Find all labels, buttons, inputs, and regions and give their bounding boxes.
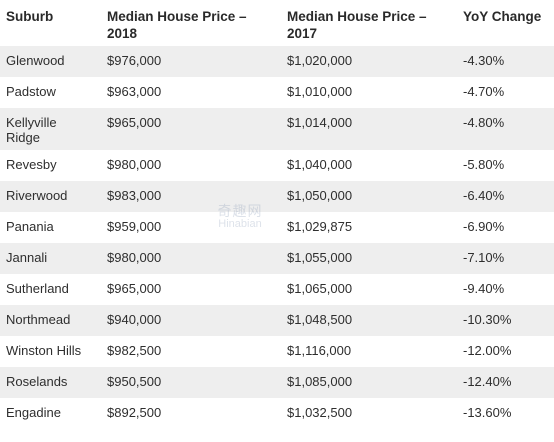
cell-yoy-change: -12.40% [463,374,512,389]
header-yoy-change: YoY Change [463,9,542,24]
cell-price-2018: $982,500 [107,343,162,358]
cell-yoy-change: -4.30% [463,53,505,68]
cell-price-2018: $965,000 [107,281,162,296]
cell-yoy-change: -13.60% [463,405,512,420]
cell-yoy-change: -5.80% [463,157,505,172]
cell-price-2018: $965,000 [107,115,162,130]
table-row: Panania $959,000 $1,029,875 -6.90% [0,212,554,243]
table-row: Sutherland $965,000 $1,065,000 -9.40% [0,274,554,305]
table-row: Padstow $963,000 $1,010,000 -4.70% [0,77,554,108]
cell-yoy-change: -4.70% [463,84,505,99]
table-row: Revesby $980,000 $1,040,000 -5.80% [0,150,554,181]
cell-suburb: Roselands [6,374,68,389]
cell-price-2017: $1,055,000 [287,250,353,265]
cell-price-2018: $980,000 [107,157,162,172]
header-suburb: Suburb [6,9,54,24]
cell-yoy-change: -6.90% [463,219,505,234]
cell-price-2018: $950,500 [107,374,162,389]
table-row: Riverwood $983,000 $1,050,000 -6.40% [0,181,554,212]
cell-price-2018: $892,500 [107,405,162,420]
cell-price-2017: $1,029,875 [287,219,353,234]
cell-suburb: Winston Hills [6,343,82,358]
cell-suburb: Padstow [6,84,56,99]
cell-price-2017: $1,048,500 [287,312,353,327]
cell-suburb: Revesby [6,157,57,172]
cell-yoy-change: -10.30% [463,312,512,327]
table-row: Kellyville Ridge $965,000 $1,014,000 -4.80% [0,108,554,150]
cell-yoy-change: -4.80% [463,115,505,130]
cell-price-2018: $940,000 [107,312,162,327]
cell-yoy-change: -6.40% [463,188,505,203]
cell-price-2018: $963,000 [107,84,162,99]
cell-suburb: Riverwood [6,188,68,203]
table-row: Jannali $980,000 $1,055,000 -7.10% [0,243,554,274]
cell-price-2018: $983,000 [107,188,162,203]
cell-suburb: Jannali [6,250,48,265]
cell-yoy-change: -9.40% [463,281,505,296]
table-row: Northmead $940,000 $1,048,500 -10.30% [0,305,554,336]
cell-yoy-change: -12.00% [463,343,512,358]
header-price-2018: Median House Price – 2018 [107,9,247,41]
cell-price-2018: $980,000 [107,250,162,265]
cell-suburb: Sutherland [6,281,69,296]
cell-suburb: Northmead [6,312,71,327]
cell-suburb: Kellyville Ridge [6,115,57,145]
table-row: Glenwood $976,000 $1,020,000 -4.30% [0,46,554,77]
cell-price-2017: $1,050,000 [287,188,353,203]
table-row: Roselands $950,500 $1,085,000 -12.40% [0,367,554,398]
cell-price-2017: $1,020,000 [287,53,353,68]
cell-price-2017: $1,116,000 [287,343,352,358]
cell-price-2017: $1,010,000 [287,84,353,99]
table-row: Winston Hills $982,500 $1,116,000 -12.00% [0,336,554,367]
header-price-2017: Median House Price – 2017 [287,9,427,41]
cell-suburb: Glenwood [6,53,65,68]
cell-price-2018: $976,000 [107,53,162,68]
cell-suburb: Engadine [6,405,61,420]
cell-suburb: Panania [6,219,54,234]
cell-price-2017: $1,085,000 [287,374,353,389]
cell-price-2017: $1,040,000 [287,157,353,172]
cell-price-2017: $1,065,000 [287,281,353,296]
table-header-row: Suburb Median House Price – 2018 Median … [0,0,554,46]
cell-price-2018: $959,000 [107,219,162,234]
cell-price-2017: $1,032,500 [287,405,353,420]
table-row: Engadine $892,500 $1,032,500 -13.60% [0,398,554,429]
cell-yoy-change: -7.10% [463,250,505,265]
cell-price-2017: $1,014,000 [287,115,353,130]
